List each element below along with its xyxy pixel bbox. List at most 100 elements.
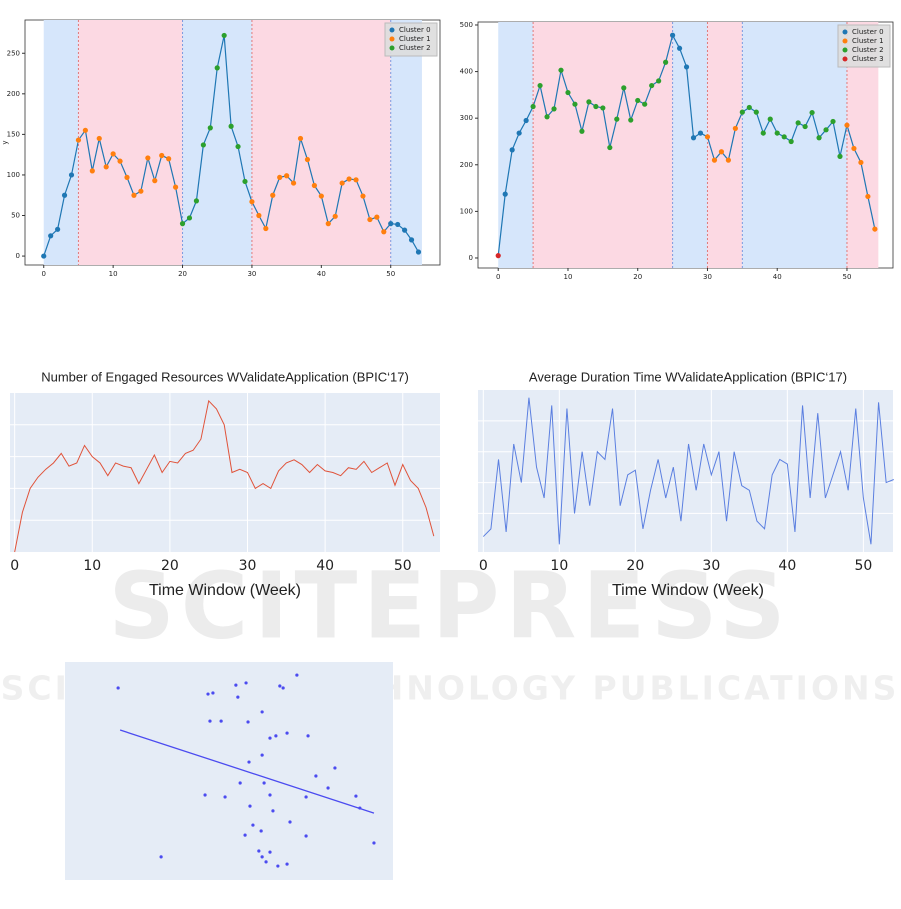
data-point <box>306 734 310 738</box>
data-point <box>558 67 564 73</box>
data-point <box>223 795 227 799</box>
legend-marker <box>842 56 848 62</box>
cluster-region <box>707 22 743 268</box>
data-point <box>249 199 255 205</box>
data-point <box>388 221 394 227</box>
cluster-region <box>672 22 708 268</box>
legend-marker <box>842 47 848 53</box>
legend-label: Cluster 1 <box>399 35 431 43</box>
x-tick-label: 30 <box>247 270 256 278</box>
data-point <box>502 191 508 197</box>
y-tick-label: 200 <box>7 90 20 98</box>
chart <box>65 662 393 880</box>
data-point <box>262 781 266 785</box>
x-tick-label: 50 <box>394 558 412 574</box>
data-point <box>270 192 276 198</box>
data-point <box>353 177 359 183</box>
cluster-region <box>742 22 847 268</box>
data-point <box>318 193 324 199</box>
legend-marker <box>842 29 848 35</box>
data-point <box>332 213 338 219</box>
data-point <box>200 142 206 148</box>
data-point <box>131 192 137 198</box>
data-point <box>186 215 193 221</box>
y-tick-label: 0 <box>16 252 20 260</box>
data-point <box>278 684 282 688</box>
x-tick-label: 10 <box>109 270 118 278</box>
data-point <box>572 101 578 107</box>
x-tick-label: 40 <box>778 558 796 574</box>
cluster-region <box>498 22 534 268</box>
data-point <box>117 158 123 164</box>
data-point <box>607 144 613 151</box>
data-point <box>402 227 408 233</box>
x-tick-label: 40 <box>773 273 782 281</box>
data-point <box>781 134 787 140</box>
data-point <box>260 753 264 757</box>
y-tick-label: 100 <box>460 207 473 215</box>
data-point <box>96 135 102 142</box>
data-point <box>145 155 151 161</box>
data-point <box>767 116 773 122</box>
chart-title: Average Duration Time WValidateApplicati… <box>529 369 847 384</box>
data-point <box>809 109 815 116</box>
legend-marker <box>389 36 395 42</box>
data-point <box>697 130 704 136</box>
x-axis-label: Time Window (Week) <box>612 582 764 599</box>
x-tick-label: 50 <box>386 270 395 278</box>
data-point <box>374 214 380 220</box>
data-point <box>271 809 275 813</box>
data-point <box>663 59 669 65</box>
data-point <box>110 151 116 157</box>
x-tick-label: 0 <box>42 270 46 278</box>
data-point <box>642 101 648 107</box>
data-point <box>260 710 264 714</box>
data-point <box>718 149 725 155</box>
data-point <box>795 120 801 126</box>
data-point <box>304 795 308 799</box>
cluster-region <box>43 20 79 265</box>
data-point <box>288 820 292 824</box>
legend-marker <box>842 38 848 44</box>
data-point <box>333 766 337 770</box>
data-point <box>358 806 362 810</box>
data-point <box>339 180 345 186</box>
data-point <box>551 106 557 112</box>
chart: 0 10 20 30 40 50 Average Duration Time WValida… <box>478 369 894 599</box>
data-point <box>281 686 285 690</box>
x-tick-label: 50 <box>843 273 852 281</box>
data-point <box>268 736 272 740</box>
data-point <box>381 229 387 235</box>
data-point <box>304 156 311 163</box>
cluster-region <box>251 20 391 265</box>
data-point <box>530 103 536 110</box>
data-point <box>593 103 599 110</box>
data-point <box>68 172 75 178</box>
data-point <box>228 123 234 129</box>
data-point <box>75 137 82 143</box>
x-tick-label: 0 <box>496 273 500 281</box>
data-point <box>408 237 415 243</box>
data-point <box>739 109 745 115</box>
data-point <box>246 720 250 724</box>
data-point <box>206 692 210 696</box>
y-tick-label: 100 <box>7 171 20 179</box>
data-point <box>82 127 88 133</box>
data-point <box>509 147 515 153</box>
y-axis-label: y <box>1 140 9 144</box>
chart-title: Number of Engaged Resources WValidateApp… <box>41 369 409 384</box>
data-point <box>172 184 179 190</box>
data-point <box>55 226 61 232</box>
data-point <box>248 804 252 808</box>
x-tick-label: 30 <box>239 558 257 574</box>
data-point <box>523 117 529 124</box>
data-point <box>304 834 308 838</box>
data-point <box>326 786 330 790</box>
data-point <box>166 156 172 162</box>
data-point <box>235 143 241 150</box>
data-point <box>116 686 120 690</box>
data-point <box>600 105 606 111</box>
y-tick-label: 200 <box>460 161 473 169</box>
data-point <box>61 192 68 198</box>
